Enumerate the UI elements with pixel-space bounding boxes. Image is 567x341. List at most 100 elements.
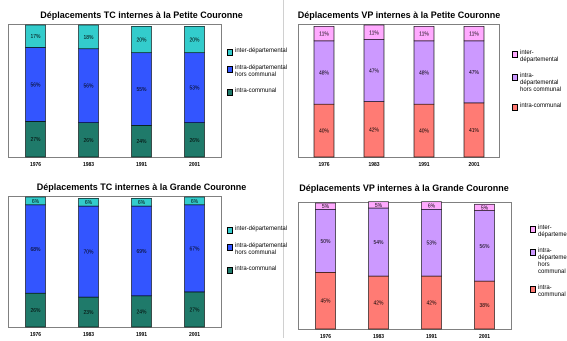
data-label: 6% (138, 200, 146, 206)
data-label: 42% (373, 301, 384, 307)
legend-label: inter- départemental (538, 225, 567, 238)
x-tick-label: 1983 (83, 332, 94, 338)
data-label: 54% (373, 240, 384, 246)
legend-item: inter- départemental (512, 50, 567, 64)
data-label: 6% (85, 200, 93, 206)
legend-item: intra-communal (227, 88, 292, 96)
chart-title: Déplacements VP internes à la Petite Cou… (297, 10, 501, 20)
data-label: 24% (136, 139, 147, 145)
legend-item: intra-communal (227, 266, 292, 274)
x-tick-label: 2001 (189, 162, 200, 168)
data-label: 27% (189, 307, 200, 313)
legend-label: intra- départemental hors communal (520, 73, 562, 93)
x-tick-label: 1976 (320, 334, 331, 340)
x-tick-label: 2001 (468, 162, 479, 168)
bar-segment (474, 203, 495, 211)
data-label: 42% (426, 301, 437, 307)
bar-segment (25, 196, 46, 206)
data-label: 70% (83, 250, 94, 256)
data-label: 47% (369, 69, 380, 75)
data-label: 20% (189, 38, 200, 44)
x-tick-label: 1991 (136, 162, 147, 168)
bar-segment (131, 197, 152, 207)
legend-swatch (530, 286, 536, 293)
data-label: 56% (479, 244, 490, 250)
bar-segment (315, 202, 336, 210)
data-label: 40% (419, 129, 430, 135)
plot-area: 40% 48% 11% 1976 42% 47% 11% 1983 40% 48% 11% 1991 4… (298, 24, 500, 168)
legend-swatch (227, 89, 233, 96)
plot-area: 27% 56% 17% 1976 26% 56% 18% 1983 24% 55% 20% 1991 2… (8, 24, 222, 168)
x-tick-label: 1991 (136, 332, 147, 338)
legend-swatch (227, 66, 233, 73)
x-tick-label: 1983 (373, 334, 384, 340)
x-tick-label: 1976 (318, 162, 329, 168)
data-label: 11% (419, 32, 429, 38)
data-label: 48% (319, 71, 330, 77)
data-label: 26% (189, 138, 200, 144)
x-tick-label: 1976 (30, 332, 41, 338)
chart-title: Déplacements VP internes à la Grande Cou… (299, 183, 509, 193)
legend-item: inter-départemental (227, 226, 292, 234)
bar-segment (131, 26, 152, 54)
chart-panel-tc-gc: Déplacements TC internes à la Grande Cou… (0, 169, 287, 338)
legend-swatch (512, 74, 518, 81)
data-label: 53% (426, 241, 437, 247)
x-tick-label: 1976 (30, 162, 41, 168)
data-label: 53% (189, 86, 200, 92)
bar-segment (413, 26, 435, 42)
data-label: 45% (320, 299, 331, 305)
x-tick-label: 1983 (368, 162, 379, 168)
plot-area: 26% 68% 6% 1976 23% 70% 6% 1983 24% 69% 6% 1991 27% 6… (8, 196, 222, 338)
bar-segment (313, 26, 335, 42)
data-label: 23% (83, 310, 94, 316)
legend-swatch (530, 249, 536, 256)
legend-swatch (227, 267, 233, 274)
legend-label: inter-départemental (235, 226, 288, 232)
data-label: 5% (375, 203, 383, 209)
data-label: 11% (469, 32, 479, 38)
data-label: 24% (136, 309, 147, 315)
legend-label: intra-communal (235, 88, 277, 94)
data-label: 69% (136, 249, 147, 255)
chart-panel-vp-pc: Déplacements VP internes à la Petite Cou… (284, 0, 567, 169)
chart-panel-tc-pc: Déplacements TC internes à la Petite Cou… (0, 0, 287, 169)
plot-area: 45% 50% 5% 1976 42% 54% 5% 1983 42% 53% 6% 1991 38% 5… (298, 201, 512, 340)
x-tick-label: 1991 (418, 162, 429, 168)
data-label: 48% (419, 71, 430, 77)
data-label: 55% (136, 87, 147, 93)
legend-item: intra- départemental hors communal (530, 248, 567, 276)
chart-title: Déplacements TC internes à la Grande Cou… (36, 182, 247, 192)
legend-swatch (512, 104, 518, 111)
data-label: 26% (83, 138, 94, 144)
bar-segment (368, 201, 389, 209)
legend-swatch (530, 226, 536, 233)
data-label: 38% (479, 303, 490, 309)
chart-svg-vp-gc: 45% 50% 5% 1976 42% 54% 5% 1983 42% 53% 6% 1991 38% 5… (315, 201, 495, 340)
bar-segment (463, 26, 485, 42)
legend-item: intra-départemental hors communal (227, 243, 292, 257)
legend-label: intra-départemental hors communal (235, 243, 288, 256)
bar-segment (78, 197, 99, 207)
legend: inter- départemental intra- départemental… (530, 225, 567, 308)
panel-divider (283, 0, 284, 338)
bar-segment (421, 201, 442, 210)
bar-segment (25, 24, 46, 48)
legend-label: intra-communal (235, 266, 277, 272)
data-label: 11% (369, 30, 379, 36)
x-tick-label: 2001 (479, 334, 490, 340)
bar-segment (184, 196, 205, 206)
data-label: 56% (83, 84, 94, 90)
data-label: 20% (136, 38, 147, 44)
data-label: 11% (319, 32, 329, 38)
legend-label: intra-communal (520, 103, 562, 109)
legend-swatch (227, 49, 233, 56)
data-label: 5% (322, 204, 330, 210)
legend-swatch (227, 227, 233, 234)
bar-segment (363, 24, 385, 40)
legend-label: intra-départemental hors communal (235, 65, 288, 78)
x-tick-label: 1991 (426, 334, 437, 340)
chart-svg-vp-pc: 40% 48% 11% 1976 42% 47% 11% 1983 40% 48% 11% 1991 4… (313, 24, 485, 168)
data-label: 26% (30, 308, 41, 314)
x-tick-label: 2001 (189, 332, 200, 338)
